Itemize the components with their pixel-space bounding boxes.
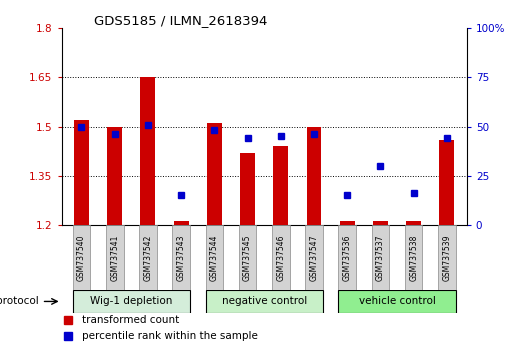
- Bar: [106, 225, 124, 290]
- Text: GSM737537: GSM737537: [376, 234, 385, 281]
- Text: GSM737544: GSM737544: [210, 234, 219, 281]
- Text: percentile rank within the sample: percentile rank within the sample: [82, 331, 258, 341]
- Bar: [405, 225, 423, 290]
- Text: GSM737538: GSM737538: [409, 234, 418, 281]
- Text: vehicle control: vehicle control: [359, 296, 436, 307]
- Bar: [373, 222, 388, 225]
- Bar: [239, 225, 256, 290]
- Bar: [107, 126, 122, 225]
- Bar: [141, 78, 155, 225]
- Bar: [406, 222, 421, 225]
- Text: negative control: negative control: [222, 296, 307, 307]
- Text: transformed count: transformed count: [82, 315, 179, 325]
- Bar: [305, 225, 323, 290]
- Bar: [339, 225, 356, 290]
- Bar: [438, 225, 456, 290]
- Text: Wig-1 depletion: Wig-1 depletion: [90, 296, 172, 307]
- Text: GSM737543: GSM737543: [176, 234, 186, 281]
- Text: GSM737545: GSM737545: [243, 234, 252, 281]
- Text: GSM737540: GSM737540: [77, 234, 86, 281]
- Text: GDS5185 / ILMN_2618394: GDS5185 / ILMN_2618394: [94, 14, 267, 27]
- Bar: [74, 120, 89, 225]
- Bar: [174, 222, 189, 225]
- Bar: [73, 290, 190, 313]
- Bar: [206, 225, 223, 290]
- Bar: [240, 153, 255, 225]
- Bar: [273, 146, 288, 225]
- Text: GSM737542: GSM737542: [144, 234, 152, 281]
- Bar: [172, 225, 190, 290]
- Bar: [440, 139, 455, 225]
- Bar: [272, 225, 290, 290]
- Bar: [307, 126, 322, 225]
- Bar: [340, 222, 354, 225]
- Bar: [207, 123, 222, 225]
- Bar: [139, 225, 157, 290]
- Bar: [371, 225, 389, 290]
- Text: GSM737546: GSM737546: [277, 234, 285, 281]
- Bar: [339, 290, 456, 313]
- Text: GSM737547: GSM737547: [309, 234, 319, 281]
- Text: GSM737536: GSM737536: [343, 234, 352, 281]
- Bar: [206, 290, 323, 313]
- Text: GSM737539: GSM737539: [442, 234, 451, 281]
- Text: GSM737541: GSM737541: [110, 234, 119, 281]
- Bar: [73, 225, 90, 290]
- Text: protocol: protocol: [0, 296, 38, 307]
